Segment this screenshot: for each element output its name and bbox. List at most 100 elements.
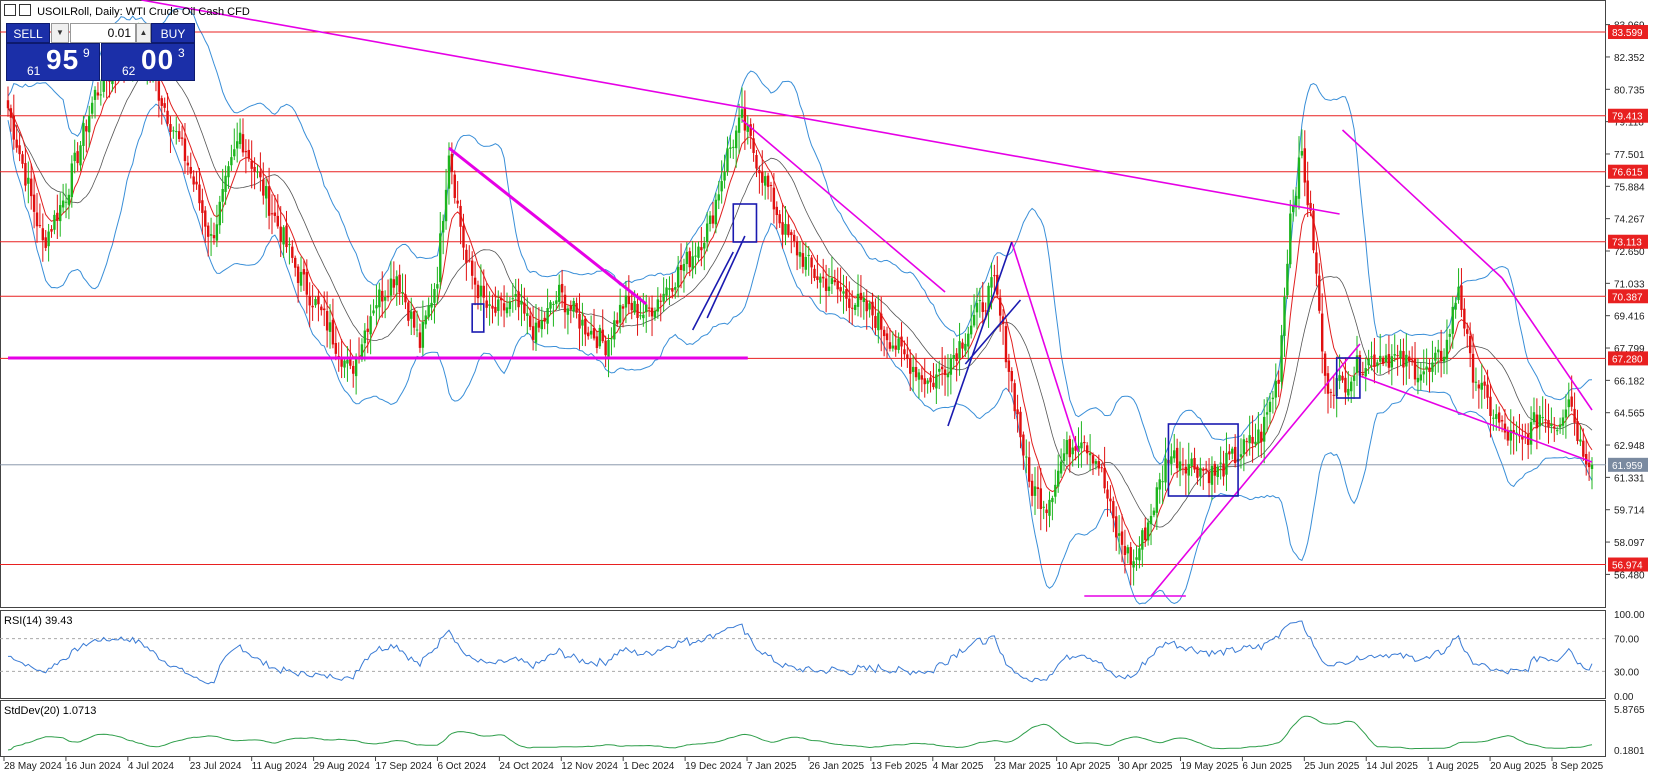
candle-401 — [1170, 443, 1173, 476]
candle-511 — [1489, 384, 1492, 438]
candle-168 — [494, 286, 497, 317]
date-label-22: 14 Jul 2025 — [1366, 761, 1418, 772]
candle-484 — [1410, 346, 1414, 366]
candle-69 — [206, 222, 210, 257]
candle-16 — [53, 210, 56, 235]
candle-480 — [1399, 339, 1402, 366]
candle-86 — [256, 164, 259, 179]
candle-248 — [726, 136, 729, 176]
candle-182 — [534, 304, 538, 351]
candle-169 — [497, 290, 500, 326]
candle-376 — [1097, 454, 1101, 476]
ascending-trendline — [1150, 343, 1361, 597]
volume-input[interactable]: 0.01 — [70, 23, 136, 43]
candle-340 — [993, 264, 996, 291]
candle-217 — [636, 293, 639, 336]
candle-510 — [1486, 369, 1489, 409]
candle-211 — [618, 288, 622, 334]
bollinger-bands — [7, 7, 1593, 605]
candle-214 — [627, 275, 631, 314]
candle-545 — [1587, 451, 1591, 481]
candle-422 — [1231, 446, 1234, 460]
candle-417 — [1216, 464, 1219, 485]
bid-price-button[interactable]: 61 95 9 — [6, 43, 100, 81]
consolidation-box-2 — [1167, 423, 1239, 497]
channel-line-1a — [691, 251, 734, 331]
candle-331 — [967, 326, 970, 362]
ask-price-button[interactable]: 62 00 3 — [101, 43, 195, 81]
candle-18 — [59, 192, 62, 237]
candle-272 — [795, 236, 799, 271]
candle-519 — [1512, 416, 1515, 455]
candle-405 — [1181, 447, 1185, 476]
level-label-5: 67.280 — [1612, 354, 1643, 365]
rsi-tick-2: 30.00 — [1614, 667, 1639, 678]
candle-525 — [1529, 406, 1533, 455]
candle-309 — [903, 340, 906, 361]
candle-199 — [584, 316, 587, 347]
candle-190 — [558, 274, 561, 310]
candle-137 — [404, 274, 407, 310]
trade-icon[interactable] — [19, 4, 31, 16]
candle-276 — [807, 246, 810, 276]
date-label-24: 20 Aug 2025 — [1490, 761, 1547, 772]
candle-334 — [975, 287, 979, 330]
candle-506 — [1474, 367, 1478, 392]
candle-130 — [383, 290, 387, 319]
candle-222 — [650, 295, 654, 337]
candle-107 — [317, 289, 320, 322]
candle-118 — [349, 339, 352, 370]
candle-302 — [882, 326, 886, 357]
consolidation-box-3 — [1335, 357, 1361, 399]
candle-1 — [9, 104, 13, 132]
candle-429 — [1251, 415, 1254, 463]
candle-191 — [560, 269, 564, 308]
menu-icon[interactable] — [4, 4, 16, 16]
date-label-5: 29 Aug 2024 — [314, 761, 371, 772]
candle-61 — [183, 123, 187, 174]
candle-215 — [630, 292, 633, 320]
candle-452 — [1318, 263, 1321, 314]
date-label-6: 17 Sep 2024 — [376, 761, 433, 772]
candle-138 — [407, 300, 410, 327]
candle-249 — [729, 134, 732, 159]
candle-147 — [433, 283, 436, 324]
candle-420 — [1225, 432, 1228, 492]
candle-55 — [166, 92, 169, 127]
candle-287 — [839, 267, 842, 302]
candle-134 — [395, 270, 398, 306]
buy-button[interactable]: BUY — [151, 23, 195, 43]
date-label-0: 28 May 2024 — [4, 761, 62, 772]
candle-286 — [836, 267, 839, 304]
date-label-8: 24 Oct 2024 — [499, 761, 554, 772]
candle-384 — [1120, 514, 1124, 563]
candle-481 — [1402, 338, 1405, 386]
candle-283 — [827, 268, 831, 297]
candle-476 — [1387, 335, 1391, 375]
candle-100 — [296, 264, 300, 303]
candle-398 — [1161, 465, 1164, 505]
chevron-down-icon[interactable]: ▼ — [51, 23, 69, 43]
candle-125 — [369, 304, 372, 355]
candle-329 — [961, 338, 964, 359]
price-tick-label-11: 66.182 — [1614, 376, 1645, 387]
date-label-10: 1 Dec 2024 — [623, 761, 675, 772]
price-tick-label-5: 75.884 — [1614, 182, 1645, 193]
candle-241 — [705, 212, 709, 252]
candle-301 — [880, 296, 883, 352]
candle-3 — [15, 124, 18, 153]
candle-517 — [1506, 426, 1510, 446]
candle-471 — [1373, 337, 1376, 384]
candle-292 — [853, 302, 857, 316]
candle-419 — [1222, 450, 1225, 486]
price-tick-label-7: 72.650 — [1614, 247, 1645, 258]
chevron-up-icon[interactable]: ▲ — [136, 23, 151, 43]
candle-261 — [763, 171, 767, 200]
candle-532 — [1550, 407, 1553, 434]
candle-231 — [676, 255, 680, 298]
rsi-tick-1: 70.00 — [1614, 635, 1639, 646]
candle-77 — [230, 144, 233, 171]
sell-button[interactable]: SELL — [6, 23, 50, 43]
candle-204 — [598, 324, 602, 349]
